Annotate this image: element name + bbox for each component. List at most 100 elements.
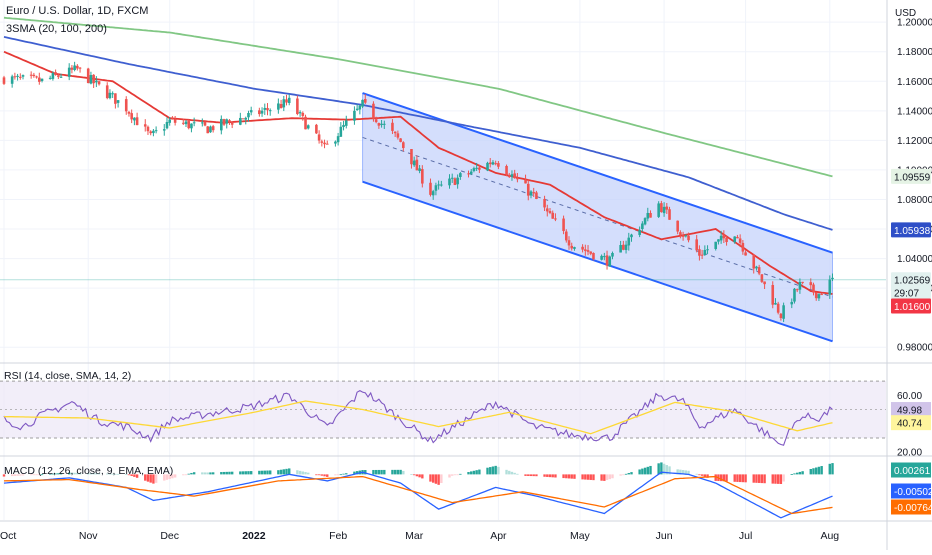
macd-histogram-bar (755, 474, 758, 483)
macd-histogram-bar (771, 474, 774, 484)
macd-histogram-bar (54, 473, 57, 475)
macd-histogram-bar (35, 474, 38, 476)
candle-body (105, 85, 109, 99)
candle-body (828, 279, 832, 295)
candle (263, 103, 267, 115)
candle-body (437, 184, 440, 186)
macd-histogram-bar (630, 472, 633, 475)
candle-body (741, 242, 745, 252)
macd-histogram-bar (478, 469, 481, 475)
macd-histogram-bar (258, 470, 261, 475)
macd-histogram-bar (249, 471, 253, 475)
candle-body (507, 175, 511, 177)
candle-body (809, 282, 813, 286)
candle (679, 230, 682, 239)
candle (382, 120, 386, 129)
candle (630, 233, 633, 242)
candle (738, 234, 742, 248)
candle (814, 292, 818, 301)
price-tick-label: 1.12000 (897, 136, 932, 147)
candle-body (78, 67, 82, 69)
macd-histogram-bar (391, 469, 394, 475)
candle-body (763, 281, 766, 285)
candle (497, 161, 500, 170)
macd-histogram-bar (684, 470, 688, 475)
macd-histogram-bar (206, 472, 209, 475)
candle-body (434, 185, 438, 191)
candle (581, 244, 584, 253)
rsi-ma-badge: 40.74 (891, 415, 931, 431)
macd-histogram-bar (687, 470, 690, 475)
price-axis-unit: USD (895, 8, 916, 19)
macd-histogram-bar (323, 474, 326, 477)
macd-histogram-bar (551, 474, 554, 478)
macd-histogram-bar (277, 470, 280, 475)
candle (736, 234, 739, 239)
macd-histogram-bar (70, 472, 74, 475)
macd-histogram-bar (567, 474, 571, 479)
candle (13, 72, 17, 80)
candle (225, 118, 229, 129)
macd-histogram-bar (51, 473, 55, 475)
candle-body (475, 167, 478, 169)
candle-body (592, 252, 595, 260)
candle-body (92, 74, 95, 84)
macd-histogram-bar (757, 474, 761, 483)
candle-body (358, 105, 362, 110)
candle-body (681, 235, 685, 237)
candle (40, 78, 44, 83)
macd-histogram-bar (437, 474, 440, 485)
candle-body (298, 112, 302, 114)
candle-body (54, 72, 57, 75)
price-tick-label: 1.04000 (897, 254, 932, 265)
candle-body (40, 78, 44, 82)
macd-histogram-bar (190, 472, 193, 475)
candle-body (173, 119, 177, 123)
macd-histogram-bar (399, 469, 402, 475)
macd-histogram-bar (269, 470, 272, 475)
macd-histogram-bar (418, 474, 421, 478)
macd-histogram-bar (298, 470, 302, 475)
macd-histogram-bar (345, 473, 348, 475)
macd-histogram-bar (168, 474, 171, 480)
candle (162, 124, 166, 136)
macd-histogram-bar (163, 474, 166, 481)
candle-body (687, 235, 690, 241)
macd-histogram-bar (301, 471, 305, 475)
candle-body (793, 288, 796, 302)
macd-histogram-bar (611, 474, 614, 479)
candle-body (29, 74, 33, 76)
rsi-band-fill (0, 381, 886, 438)
macd-hist-badge: 0.00261 (891, 462, 931, 478)
candle (776, 301, 780, 315)
time-tick-label: 2022 (242, 530, 266, 542)
candle (116, 100, 120, 108)
candle-body (287, 97, 291, 104)
candle-body (798, 281, 802, 290)
candle (154, 126, 158, 134)
candle-body (817, 294, 821, 299)
candle-body (355, 108, 359, 110)
candle-body (668, 209, 671, 220)
candle-body (377, 123, 381, 126)
macd-histogram-bar (38, 474, 41, 476)
macd-histogram-bar (144, 474, 147, 481)
macd-histogram-bar (220, 472, 223, 475)
candle-body (325, 143, 329, 145)
macd-histogram-bar (695, 473, 698, 475)
macd-histogram-bar (760, 474, 764, 484)
sma200-badge-bg (891, 168, 931, 184)
candle-body (70, 67, 74, 70)
macd-histogram-bar (106, 473, 109, 475)
candle-body (184, 121, 188, 125)
macd-histogram-bar (657, 463, 660, 475)
candle (603, 252, 606, 261)
candle (35, 75, 38, 79)
candle-body (258, 110, 261, 115)
candle-body (203, 121, 207, 126)
candle-body (831, 277, 834, 280)
price-tick-label: 1.08000 (897, 195, 932, 206)
candle-body (497, 163, 500, 167)
macd-legend: MACD (12, 26, close, 9, EMA, EMA) (4, 465, 174, 477)
